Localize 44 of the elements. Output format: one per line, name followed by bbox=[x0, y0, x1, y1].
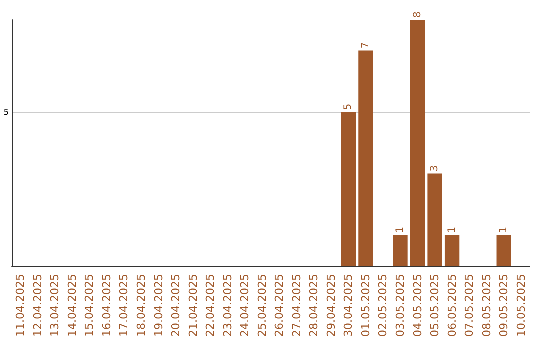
x-tick-label: 22.04.2025 bbox=[204, 274, 218, 338]
x-tick-label: 19.04.2025 bbox=[152, 274, 166, 338]
data-label: 1 bbox=[446, 226, 458, 234]
bar bbox=[341, 112, 356, 266]
x-tick-label: 14.04.2025 bbox=[66, 274, 79, 338]
x-tick-label: 17.04.2025 bbox=[118, 274, 131, 338]
x-tick-label: 13.04.2025 bbox=[48, 274, 62, 338]
data-label: 1 bbox=[498, 226, 510, 234]
data-label: 8 bbox=[412, 12, 424, 18]
x-tick-label: 15.04.2025 bbox=[83, 274, 96, 338]
x-tick-label: 05.05.2025 bbox=[428, 274, 442, 338]
x-tick-label: 09.05.2025 bbox=[498, 274, 511, 338]
bar bbox=[496, 235, 512, 266]
x-tick-label: 03.05.2025 bbox=[394, 274, 407, 338]
data-label: 3 bbox=[430, 165, 441, 172]
x-tick-label: 26.04.2025 bbox=[273, 274, 286, 338]
x-tick-label: 04.05.2025 bbox=[411, 274, 424, 338]
x-tick-label: 30.04.2025 bbox=[342, 274, 356, 338]
x-tick-label: 08.05.2025 bbox=[480, 274, 494, 338]
x-tick-label: 21.04.2025 bbox=[186, 274, 200, 338]
x-tick-label: 18.04.2025 bbox=[135, 274, 148, 338]
x-tick-label: 28.04.2025 bbox=[308, 274, 321, 338]
x-tick-label: 01.05.2025 bbox=[359, 274, 372, 338]
bar bbox=[428, 174, 442, 266]
x-tick-label: 02.05.2025 bbox=[376, 274, 390, 338]
x-tick-label: 20.04.2025 bbox=[170, 274, 183, 338]
bar bbox=[444, 235, 460, 266]
data-label: 7 bbox=[360, 42, 372, 49]
x-tick-label: 12.04.2025 bbox=[31, 274, 44, 338]
x-tick-label: 27.04.2025 bbox=[290, 274, 304, 338]
x-tick-label: 16.04.2025 bbox=[100, 274, 114, 338]
bar bbox=[393, 235, 408, 266]
x-tick-label: 11.04.2025 bbox=[14, 274, 28, 338]
x-tick-label: 10.05.2025 bbox=[514, 274, 528, 338]
bar bbox=[358, 50, 374, 266]
x-tick-label: 23.04.2025 bbox=[221, 274, 234, 338]
x-tick-label: 07.05.2025 bbox=[463, 274, 476, 338]
x-tick-label: 25.04.2025 bbox=[256, 274, 269, 338]
bar bbox=[410, 20, 426, 266]
data-label: 5 bbox=[343, 104, 354, 110]
x-tick-label: 24.04.2025 bbox=[238, 274, 252, 338]
x-tick-label: 29.04.2025 bbox=[324, 274, 338, 338]
data-label: 1 bbox=[395, 226, 406, 234]
x-tick-label: 06.05.2025 bbox=[446, 274, 459, 338]
